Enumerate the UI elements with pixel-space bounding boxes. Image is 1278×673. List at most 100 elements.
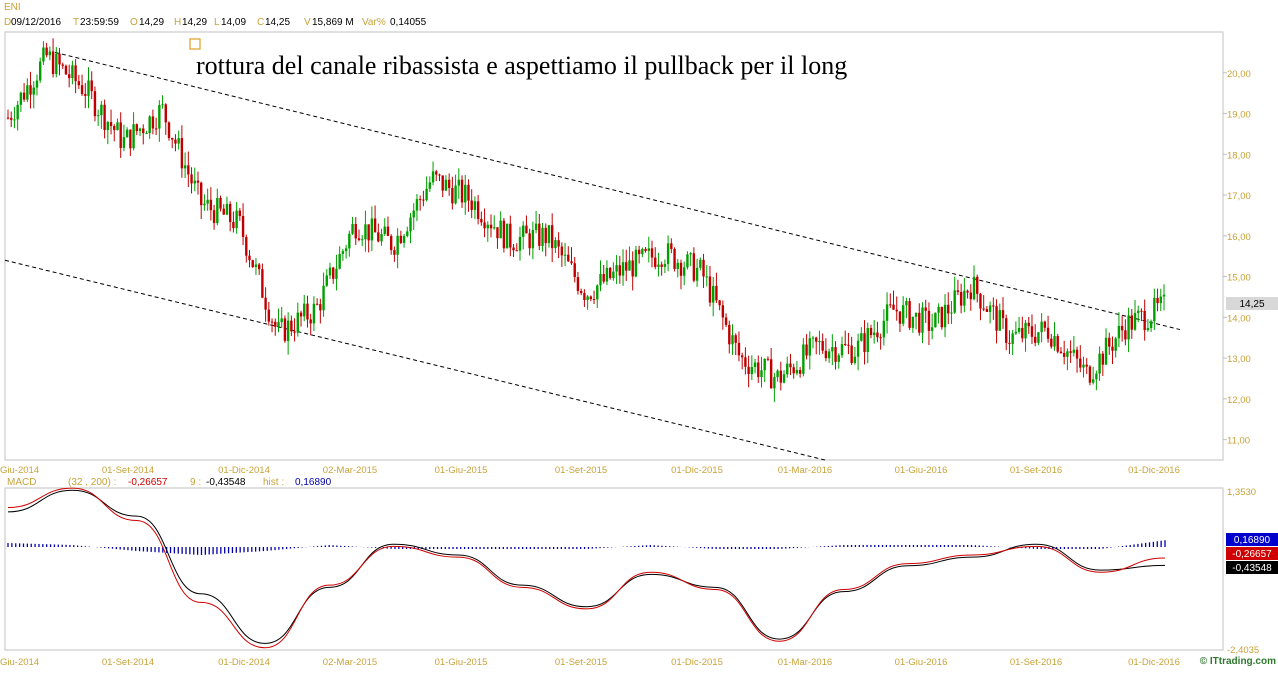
candlesticks — [6, 38, 1166, 402]
candle — [512, 243, 515, 258]
candle — [370, 206, 374, 252]
candle — [254, 258, 258, 275]
candle — [872, 319, 876, 344]
candle — [876, 321, 879, 343]
time-tick-label: 01-Mar-2016 — [778, 465, 832, 476]
candle — [972, 265, 976, 301]
candle — [32, 81, 35, 109]
candle — [389, 234, 393, 255]
candle — [154, 117, 158, 136]
candle — [1037, 332, 1040, 346]
candle — [541, 222, 544, 252]
candle — [138, 127, 142, 137]
candle — [319, 298, 322, 324]
candle — [914, 312, 918, 330]
high-prefix: H — [174, 17, 181, 28]
candle — [58, 48, 61, 76]
candle — [602, 264, 605, 284]
price-tick-label: 13,00 — [1227, 354, 1251, 365]
candle — [457, 168, 461, 199]
candle — [766, 356, 770, 362]
candle — [1053, 322, 1056, 351]
macd-readout: MACD (32 , 200) : -0,26657 9 : -0,43548 … — [7, 477, 332, 488]
candle — [464, 174, 467, 215]
candle — [264, 287, 267, 322]
candle — [802, 338, 805, 377]
candle — [200, 181, 203, 220]
candle — [711, 276, 715, 317]
candle — [924, 299, 927, 323]
candle — [480, 211, 483, 226]
trendline — [4, 259, 826, 461]
macd-histogram — [7, 540, 1166, 555]
candle — [657, 252, 660, 277]
candle — [357, 229, 361, 242]
candle — [905, 297, 908, 319]
candle — [1091, 366, 1095, 385]
last-price-value: 14,25 — [1239, 299, 1264, 310]
macd-line — [7, 487, 1166, 649]
annotation-marker-icon[interactable] — [189, 38, 201, 50]
candle — [467, 179, 470, 212]
candle — [96, 109, 100, 127]
candle — [898, 311, 902, 332]
candle — [315, 298, 319, 306]
candle — [325, 269, 328, 287]
symbol-label: ENI — [4, 2, 21, 13]
candle — [100, 100, 103, 129]
candle — [1143, 299, 1146, 341]
candle — [834, 341, 837, 370]
candle — [921, 302, 924, 343]
time-tick-label: 01-Giu-2015 — [435, 657, 488, 668]
candle — [177, 130, 180, 150]
candle — [361, 234, 364, 247]
hist-badge-value: 0,16890 — [1234, 535, 1271, 546]
macd-lines — [7, 487, 1166, 649]
candle — [383, 218, 386, 237]
candle — [303, 294, 306, 322]
close-prefix: C — [257, 17, 264, 28]
candle — [1146, 318, 1150, 332]
candle — [348, 230, 351, 257]
candle — [164, 103, 167, 135]
candle — [1040, 313, 1043, 343]
candle — [435, 169, 438, 182]
candle — [84, 83, 87, 109]
candle — [850, 336, 853, 365]
candle — [625, 249, 628, 281]
candle — [1050, 333, 1053, 349]
candle — [811, 335, 815, 349]
candle — [599, 260, 602, 292]
candle — [953, 276, 956, 314]
candle — [860, 327, 863, 342]
candle — [135, 123, 139, 136]
close-value: 14,25 — [265, 17, 290, 28]
candle — [409, 212, 412, 244]
candle — [335, 254, 338, 291]
candle — [518, 226, 522, 261]
candle — [1046, 315, 1050, 343]
candle — [631, 251, 634, 291]
candle — [589, 295, 593, 302]
candle — [702, 253, 705, 288]
candle — [1162, 284, 1166, 311]
candle — [1075, 346, 1079, 373]
candle — [447, 173, 451, 196]
candle — [522, 221, 525, 250]
candle — [132, 112, 135, 151]
candle — [344, 244, 348, 259]
candle — [583, 289, 586, 307]
candle — [180, 125, 184, 178]
candle — [686, 251, 689, 270]
candle — [573, 256, 576, 283]
candle — [779, 361, 783, 391]
candle — [496, 227, 499, 249]
price-tick-label: 17,00 — [1227, 191, 1251, 202]
candle — [528, 228, 531, 256]
candle — [1101, 351, 1105, 376]
candle — [956, 279, 960, 296]
macd-badge — [1226, 547, 1278, 560]
candle — [55, 47, 58, 78]
candle — [889, 293, 892, 308]
